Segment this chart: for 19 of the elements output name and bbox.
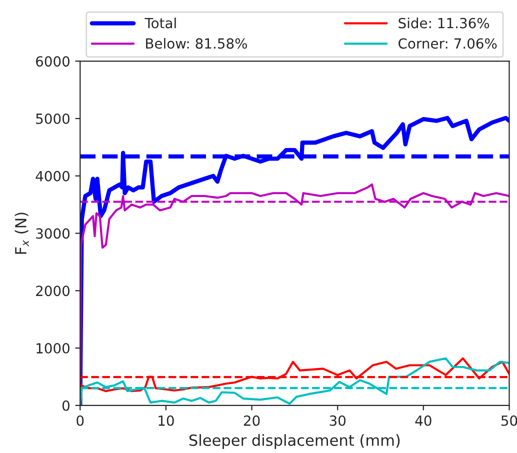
x-tick-label: 20 [244,415,260,426]
y-tick-label: 1000 [36,343,70,354]
x-tick-label: 40 [415,415,432,426]
y-tick-label: 0 [62,400,70,411]
x-tick-label: 30 [330,415,346,426]
y-tick-label: 2000 [36,286,70,296]
x-tick-label: 10 [158,415,174,426]
x-tick-label: 50 [501,415,517,426]
y-tick-label: 5000 [36,114,70,124]
y-axis-title: F$_{x}$ (N) [14,212,29,254]
x-tick-label: 0 [76,415,84,426]
y-tick-label: 3000 [36,228,70,239]
y-tick-label: 6000 [36,56,70,67]
legend-label: Below: 81.58% [146,38,248,49]
legend-label: Side: 11.36% [398,18,490,28]
legend-label: Total [144,18,176,28]
legend-label: Corner: 7.06% [398,38,497,49]
y-tick-label: 4000 [36,170,70,182]
x-axis-title: Sleeper displacement (mm) [189,434,400,449]
